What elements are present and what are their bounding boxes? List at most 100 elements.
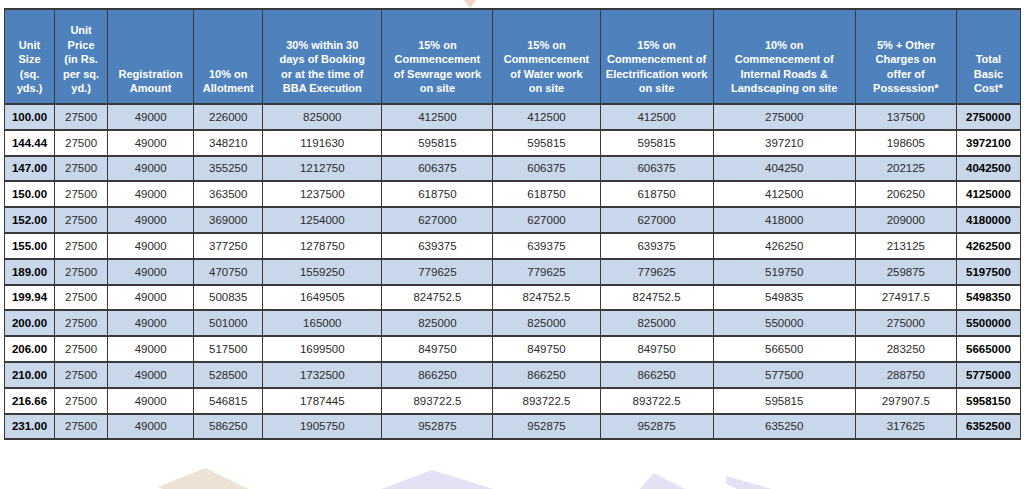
total-basic-cost-cell: 3972100 [956,130,1020,156]
table-row: 147.002750049000355250121275060637560637… [5,156,1021,182]
unit-size-cell: 155.00 [5,233,55,259]
table-cell: 586250 [194,414,263,440]
table-cell: 412500 [600,104,713,130]
unit-size-cell: 152.00 [5,207,55,233]
table-cell: 470750 [194,259,263,285]
total-basic-cost-cell: 4125000 [956,181,1020,207]
table-row: 216.6627500490005468151787445893722.5893… [5,388,1021,414]
table-cell: 27500 [55,285,108,311]
table-cell: 1254000 [263,207,382,233]
table-cell: 198605 [855,130,956,156]
table-row: 210.002750049000528500173250086625086625… [5,362,1021,388]
table-cell: 952875 [600,414,713,440]
table-cell: 1649505 [263,285,382,311]
header-row: Unit Size (sq. yds.)Unit Price (in Rs. p… [5,9,1021,104]
table-cell: 404250 [713,156,855,182]
table-cell: 27500 [55,310,108,336]
table-cell: 274917.5 [855,285,956,311]
column-header: 15% on Commencement of Electrification w… [600,9,713,104]
table-cell: 595815 [600,130,713,156]
table-cell: 639375 [382,233,493,259]
page: Unit Size (sq. yds.)Unit Price (in Rs. p… [0,0,1024,489]
table-row: 231.002750049000586250190575095287595287… [5,414,1021,440]
table-cell: 283250 [855,336,956,362]
table-cell: 825000 [263,104,382,130]
table-header: Unit Size (sq. yds.)Unit Price (in Rs. p… [5,9,1021,104]
table-cell: 49000 [108,310,194,336]
table-cell: 49000 [108,414,194,440]
table-cell: 618750 [493,181,600,207]
table-cell: 27500 [55,207,108,233]
total-basic-cost-cell: 5197500 [956,259,1020,285]
table-cell: 1787445 [263,388,382,414]
total-basic-cost-cell: 4042500 [956,156,1020,182]
column-header: Registration Amount [108,9,194,104]
table-cell: 595815 [382,130,493,156]
table-row: 144.442750049000348210119163059581559581… [5,130,1021,156]
total-basic-cost-cell: 5500000 [956,310,1020,336]
table-cell: 426250 [713,233,855,259]
column-header: 15% on Commencement of Water work on sit… [493,9,600,104]
unit-size-cell: 189.00 [5,259,55,285]
table-cell: 49000 [108,388,194,414]
column-header: 30% within 30 days of Booking or at the … [263,9,382,104]
unit-size-cell: 150.00 [5,181,55,207]
table-cell: 779625 [493,259,600,285]
table-row: 199.9427500490005008351649505824752.5824… [5,285,1021,311]
table-cell: 49000 [108,181,194,207]
table-cell: 849750 [600,336,713,362]
table-cell: 49000 [108,104,194,130]
table-cell: 779625 [382,259,493,285]
table-row: 155.002750049000377250127875063937563937… [5,233,1021,259]
unit-size-cell: 210.00 [5,362,55,388]
table-row: 200.002750049000501000165000825000825000… [5,310,1021,336]
table-cell: 550000 [713,310,855,336]
table-cell: 517500 [194,336,263,362]
table-row: 150.002750049000363500123750061875061875… [5,181,1021,207]
unit-size-cell: 100.00 [5,104,55,130]
unit-size-cell: 231.00 [5,414,55,440]
table-cell: 348210 [194,130,263,156]
column-header: 10% on Commencement of Internal Roads & … [713,9,855,104]
table-cell: 202125 [855,156,956,182]
table-cell: 849750 [382,336,493,362]
table-cell: 275000 [855,310,956,336]
table-cell: 595815 [493,130,600,156]
table-cell: 528500 [194,362,263,388]
table-cell: 824752.5 [600,285,713,311]
table-cell: 1237500 [263,181,382,207]
table-cell: 501000 [194,310,263,336]
table-cell: 27500 [55,181,108,207]
table-cell: 606375 [493,156,600,182]
table-cell: 866250 [493,362,600,388]
total-basic-cost-cell: 2750000 [956,104,1020,130]
table-cell: 27500 [55,362,108,388]
table-cell: 27500 [55,156,108,182]
table-cell: 1732500 [263,362,382,388]
table-cell: 618750 [382,181,493,207]
table-cell: 412500 [493,104,600,130]
table-cell: 577500 [713,362,855,388]
table-cell: 27500 [55,104,108,130]
table-row: 100.002750049000226000825000412500412500… [5,104,1021,130]
table-cell: 27500 [55,233,108,259]
unit-size-cell: 200.00 [5,310,55,336]
table-cell: 418000 [713,207,855,233]
table-cell: 1278750 [263,233,382,259]
table-cell: 500835 [194,285,263,311]
column-header: Unit Price (in Rs. per sq. yd.) [55,9,108,104]
table-cell: 49000 [108,156,194,182]
watermark-shape [158,468,253,489]
table-cell: 606375 [600,156,713,182]
column-header: Total Basic Cost* [956,9,1020,104]
table-cell: 27500 [55,336,108,362]
table-cell: 952875 [382,414,493,440]
table-cell: 1699500 [263,336,382,362]
table-cell: 1191630 [263,130,382,156]
watermark-shape [726,476,781,489]
table-cell: 635250 [713,414,855,440]
table-cell: 355250 [194,156,263,182]
total-basic-cost-cell: 5775000 [956,362,1020,388]
table-row: 206.002750049000517500169950084975084975… [5,336,1021,362]
table-cell: 825000 [493,310,600,336]
